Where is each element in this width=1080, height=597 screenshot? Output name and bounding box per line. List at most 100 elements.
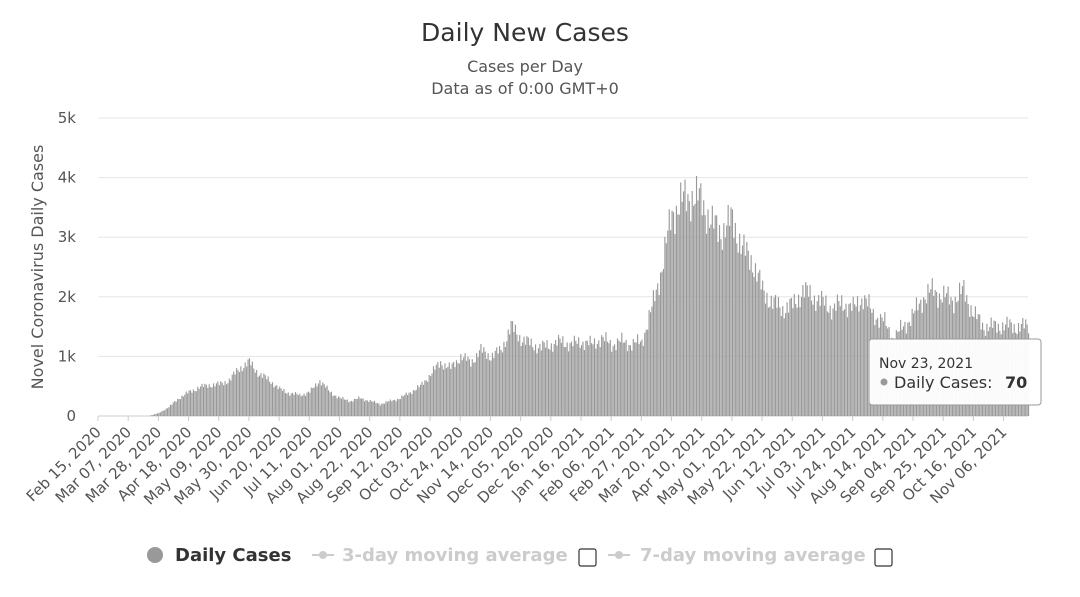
bar[interactable]	[596, 343, 598, 416]
bar[interactable]	[470, 366, 472, 416]
bar[interactable]	[764, 303, 767, 416]
bar[interactable]	[648, 310, 650, 416]
bar[interactable]	[514, 324, 516, 416]
bar[interactable]	[210, 387, 212, 416]
bar[interactable]	[688, 201, 690, 416]
bar[interactable]	[845, 303, 847, 416]
bar[interactable]	[187, 393, 189, 416]
bar[interactable]	[731, 209, 734, 416]
bar[interactable]	[836, 294, 838, 416]
bar[interactable]	[220, 381, 222, 416]
bar[interactable]	[674, 234, 676, 416]
bar[interactable]	[349, 401, 351, 416]
bar[interactable]	[698, 188, 700, 416]
bar[interactable]	[720, 239, 722, 416]
bar[interactable]	[368, 401, 370, 416]
bar[interactable]	[655, 289, 657, 416]
bar[interactable]	[467, 356, 469, 416]
bar[interactable]	[359, 398, 361, 416]
bar[interactable]	[635, 342, 637, 416]
bar[interactable]	[787, 312, 790, 416]
bar[interactable]	[691, 191, 693, 416]
bar[interactable]	[706, 233, 708, 416]
bar[interactable]	[813, 295, 815, 416]
bar[interactable]	[588, 345, 590, 416]
bar[interactable]	[733, 237, 735, 416]
bar[interactable]	[700, 183, 702, 416]
bar[interactable]	[205, 384, 207, 416]
bar[interactable]	[621, 332, 623, 416]
bar[interactable]	[611, 351, 613, 416]
bar[interactable]	[398, 399, 400, 416]
bar[interactable]	[264, 375, 266, 416]
bar[interactable]	[563, 347, 565, 416]
bar[interactable]	[484, 351, 486, 416]
bar[interactable]	[194, 391, 196, 416]
bar[interactable]	[158, 412, 160, 416]
bar[interactable]	[238, 372, 241, 416]
bar[interactable]	[480, 344, 482, 416]
bar[interactable]	[770, 295, 772, 416]
bar[interactable]	[841, 295, 843, 416]
bar[interactable]	[376, 403, 378, 416]
bar[interactable]	[174, 401, 176, 416]
bar[interactable]	[851, 310, 853, 416]
bar[interactable]	[806, 285, 808, 416]
bar[interactable]	[294, 392, 297, 416]
bar[interactable]	[775, 294, 777, 416]
bar[interactable]	[389, 399, 391, 417]
bar[interactable]	[523, 336, 525, 416]
bar[interactable]	[394, 399, 396, 416]
bar[interactable]	[740, 254, 742, 416]
bar[interactable]	[519, 335, 521, 416]
bar[interactable]	[333, 395, 335, 416]
bar[interactable]	[437, 362, 439, 416]
bar[interactable]	[710, 224, 712, 416]
bar[interactable]	[711, 205, 713, 416]
bar[interactable]	[463, 357, 465, 416]
bar[interactable]	[188, 390, 190, 416]
bar[interactable]	[602, 337, 604, 416]
bar[interactable]	[326, 385, 328, 416]
bar[interactable]	[277, 389, 279, 416]
bar[interactable]	[234, 374, 236, 416]
bar[interactable]	[683, 191, 685, 416]
bar[interactable]	[189, 390, 192, 416]
bar[interactable]	[284, 392, 286, 416]
bar[interactable]	[810, 300, 813, 416]
bar[interactable]	[496, 347, 498, 416]
bar[interactable]	[253, 368, 255, 416]
bar[interactable]	[422, 384, 424, 416]
bar[interactable]	[757, 272, 759, 416]
bar[interactable]	[747, 250, 749, 416]
bar[interactable]	[649, 312, 652, 416]
bar[interactable]	[350, 400, 353, 416]
bar[interactable]	[503, 341, 505, 416]
bar[interactable]	[465, 360, 468, 416]
bar[interactable]	[361, 398, 363, 416]
bar[interactable]	[237, 370, 239, 416]
bar[interactable]	[504, 346, 506, 416]
bar[interactable]	[384, 403, 386, 416]
bar[interactable]	[838, 300, 840, 416]
bar[interactable]	[490, 360, 492, 416]
bar[interactable]	[629, 345, 631, 416]
bar[interactable]	[615, 350, 617, 416]
bar[interactable]	[184, 394, 186, 416]
bar[interactable]	[177, 399, 179, 416]
bar[interactable]	[257, 376, 259, 416]
bar[interactable]	[641, 339, 643, 416]
bar[interactable]	[335, 395, 337, 416]
bar[interactable]	[399, 399, 401, 416]
bar[interactable]	[642, 345, 644, 416]
bar[interactable]	[867, 306, 869, 416]
bar[interactable]	[716, 215, 718, 416]
bar[interactable]	[865, 298, 867, 416]
bar[interactable]	[464, 353, 466, 416]
bar[interactable]	[854, 304, 856, 416]
bar[interactable]	[296, 393, 298, 416]
bar[interactable]	[290, 393, 292, 416]
bar[interactable]	[856, 296, 859, 416]
bar[interactable]	[300, 396, 302, 416]
bar[interactable]	[254, 372, 256, 416]
